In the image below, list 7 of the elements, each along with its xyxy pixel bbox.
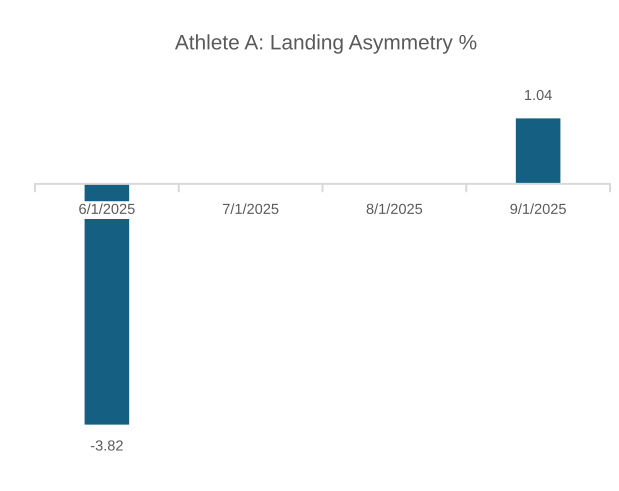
x-tick-label: 6/1/2025 [79,203,135,214]
chart-title: Athlete A: Landing Asymmetry % [174,34,476,54]
x-tick-label: 7/1/2025 [222,203,278,214]
data-label: 1.04 [525,90,552,100]
x-tick-label: 8/1/2025 [366,203,422,214]
x-tick-label: 9/1/2025 [510,203,566,214]
data-label: -3.82 [90,440,123,451]
